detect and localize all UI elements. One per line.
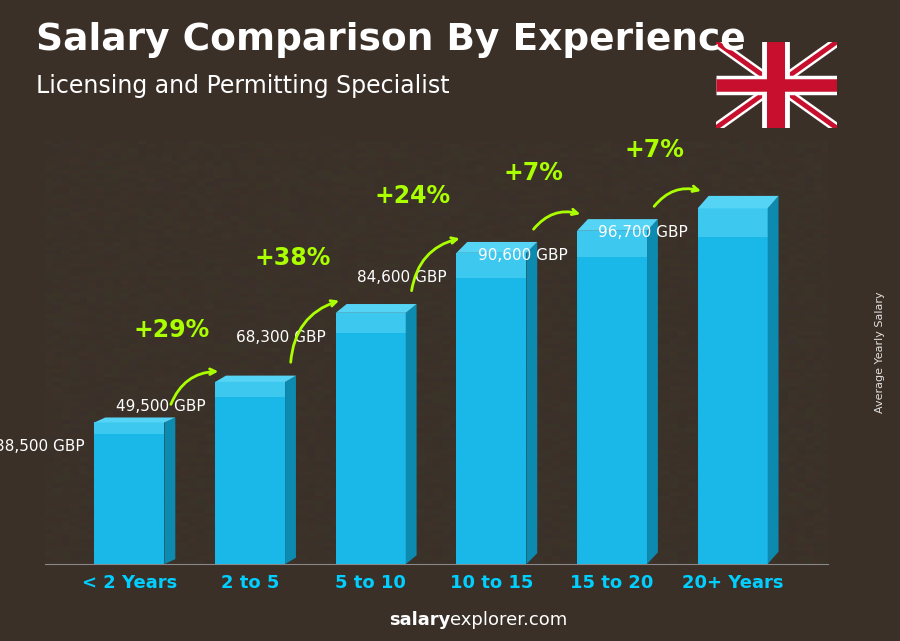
Polygon shape xyxy=(698,196,778,208)
Text: Licensing and Permitting Specialist: Licensing and Permitting Specialist xyxy=(36,74,450,97)
Bar xyxy=(698,208,768,564)
Polygon shape xyxy=(94,417,176,422)
Bar xyxy=(577,231,647,258)
Text: +38%: +38% xyxy=(254,246,330,270)
Polygon shape xyxy=(215,376,296,382)
Bar xyxy=(215,382,285,397)
Text: +7%: +7% xyxy=(504,162,563,185)
Text: 96,700 GBP: 96,700 GBP xyxy=(598,225,688,240)
Bar xyxy=(94,422,165,564)
Text: +24%: +24% xyxy=(375,184,451,208)
Text: salary: salary xyxy=(389,612,450,629)
Bar xyxy=(336,313,406,333)
Text: +7%: +7% xyxy=(625,138,684,162)
Polygon shape xyxy=(768,196,778,564)
Bar xyxy=(577,231,647,564)
Polygon shape xyxy=(526,242,537,564)
Bar xyxy=(698,208,768,237)
Polygon shape xyxy=(336,304,417,313)
Polygon shape xyxy=(406,304,417,564)
Polygon shape xyxy=(285,376,296,564)
Text: 68,300 GBP: 68,300 GBP xyxy=(237,329,326,345)
Bar xyxy=(456,253,526,564)
Text: 90,600 GBP: 90,600 GBP xyxy=(478,247,567,263)
Polygon shape xyxy=(647,219,658,564)
Bar xyxy=(215,382,285,564)
Bar xyxy=(336,313,406,564)
Text: Salary Comparison By Experience: Salary Comparison By Experience xyxy=(36,22,746,58)
Polygon shape xyxy=(456,242,537,253)
Text: explorer.com: explorer.com xyxy=(450,612,567,629)
Text: Average Yearly Salary: Average Yearly Salary xyxy=(875,292,886,413)
Text: 84,600 GBP: 84,600 GBP xyxy=(357,270,446,285)
Polygon shape xyxy=(577,219,658,231)
Text: 49,500 GBP: 49,500 GBP xyxy=(116,399,205,414)
Text: +29%: +29% xyxy=(133,318,210,342)
Text: 38,500 GBP: 38,500 GBP xyxy=(0,439,85,454)
Bar xyxy=(94,422,165,434)
Bar xyxy=(456,253,526,278)
Polygon shape xyxy=(165,417,176,564)
